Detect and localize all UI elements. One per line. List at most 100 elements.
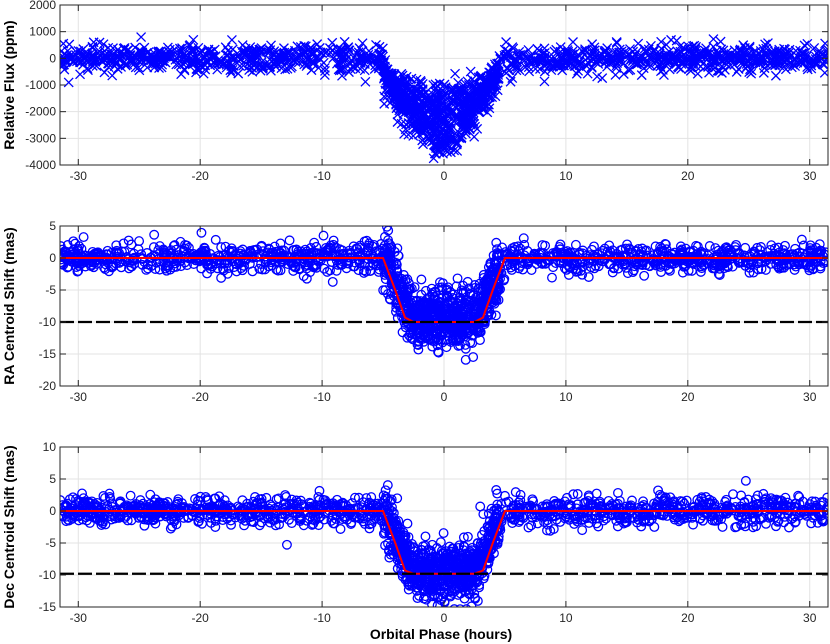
data-point — [802, 38, 813, 49]
data-point — [318, 230, 329, 241]
data-point — [626, 247, 636, 258]
data-point — [89, 52, 100, 63]
data-point — [129, 49, 140, 60]
data-point — [430, 148, 441, 159]
data-point — [125, 54, 136, 65]
data-point — [713, 269, 724, 279]
data-point — [247, 66, 258, 77]
data-point — [455, 106, 466, 117]
data-point — [453, 334, 463, 345]
data-point — [451, 138, 462, 149]
data-point — [244, 57, 255, 68]
data-point — [582, 68, 593, 79]
data-point — [410, 117, 421, 127]
data-point — [199, 242, 210, 253]
data-point — [211, 254, 222, 265]
data-point — [376, 49, 387, 60]
data-point — [760, 256, 771, 267]
data-point — [216, 242, 227, 253]
data-point — [696, 261, 707, 272]
data-point — [650, 241, 661, 252]
data-point — [284, 235, 295, 246]
data-point — [623, 65, 634, 76]
data-point — [417, 135, 428, 146]
data-point — [288, 245, 299, 256]
data-point — [630, 245, 641, 256]
data-point — [374, 41, 385, 52]
data-point — [765, 258, 776, 269]
data-point — [102, 53, 113, 64]
y-tick-label: 2000 — [29, 0, 56, 12]
data-point — [432, 340, 443, 351]
data-point — [779, 255, 790, 266]
data-point — [336, 259, 347, 270]
data-point — [686, 265, 697, 276]
data-point — [134, 65, 145, 76]
data-point — [98, 491, 109, 501]
data-point — [439, 134, 450, 145]
data-point — [522, 246, 533, 256]
data-point — [712, 259, 723, 270]
data-point — [396, 273, 407, 284]
data-point — [171, 261, 182, 272]
data-point — [60, 60, 68, 71]
data-point — [507, 42, 518, 53]
data-point — [227, 64, 238, 75]
y-tick-label: -10 — [39, 315, 57, 329]
data-point — [618, 256, 629, 267]
data-point — [401, 296, 412, 307]
data-point — [369, 64, 380, 74]
data-point — [743, 55, 754, 66]
data-point — [226, 243, 237, 254]
data-point — [639, 43, 650, 54]
data-point — [779, 55, 789, 66]
data-point — [195, 254, 206, 265]
data-point — [369, 54, 380, 65]
data-point — [636, 56, 647, 67]
data-point — [125, 490, 136, 501]
data-point — [482, 273, 493, 284]
data-layer — [60, 475, 828, 607]
data-point — [768, 48, 779, 59]
data-point — [640, 46, 651, 57]
data-point — [368, 259, 379, 270]
data-point — [209, 44, 220, 55]
data-point — [760, 39, 771, 50]
data-point — [722, 260, 733, 271]
y-tick-label: 1000 — [29, 25, 56, 39]
data-point — [256, 57, 267, 68]
data-point — [111, 258, 121, 269]
data-point — [176, 261, 186, 272]
data-point — [565, 247, 576, 258]
data-point — [146, 55, 157, 66]
data-point — [247, 62, 258, 73]
data-point — [348, 241, 359, 252]
data-point — [491, 295, 502, 306]
data-point — [607, 57, 618, 67]
data-point — [361, 235, 372, 246]
data-point — [661, 260, 671, 271]
data-point — [426, 120, 436, 131]
data-point — [728, 251, 739, 262]
data-point — [597, 73, 608, 84]
data-point — [547, 272, 557, 283]
data-point — [539, 66, 550, 77]
data-point — [804, 265, 815, 276]
data-point — [628, 54, 639, 65]
data-point — [416, 77, 427, 88]
y-tick-label: 5 — [49, 219, 56, 233]
data-point — [402, 332, 413, 343]
data-point — [760, 47, 771, 58]
data-point — [603, 250, 614, 261]
data-point — [470, 301, 481, 312]
data-point — [203, 46, 214, 57]
data-point — [393, 250, 404, 261]
data-point — [538, 48, 549, 59]
data-point — [282, 63, 293, 74]
data-point — [638, 63, 649, 74]
data-point — [677, 57, 688, 68]
x-tick-label: -10 — [313, 390, 331, 404]
data-point — [704, 241, 715, 251]
data-point — [378, 61, 389, 72]
